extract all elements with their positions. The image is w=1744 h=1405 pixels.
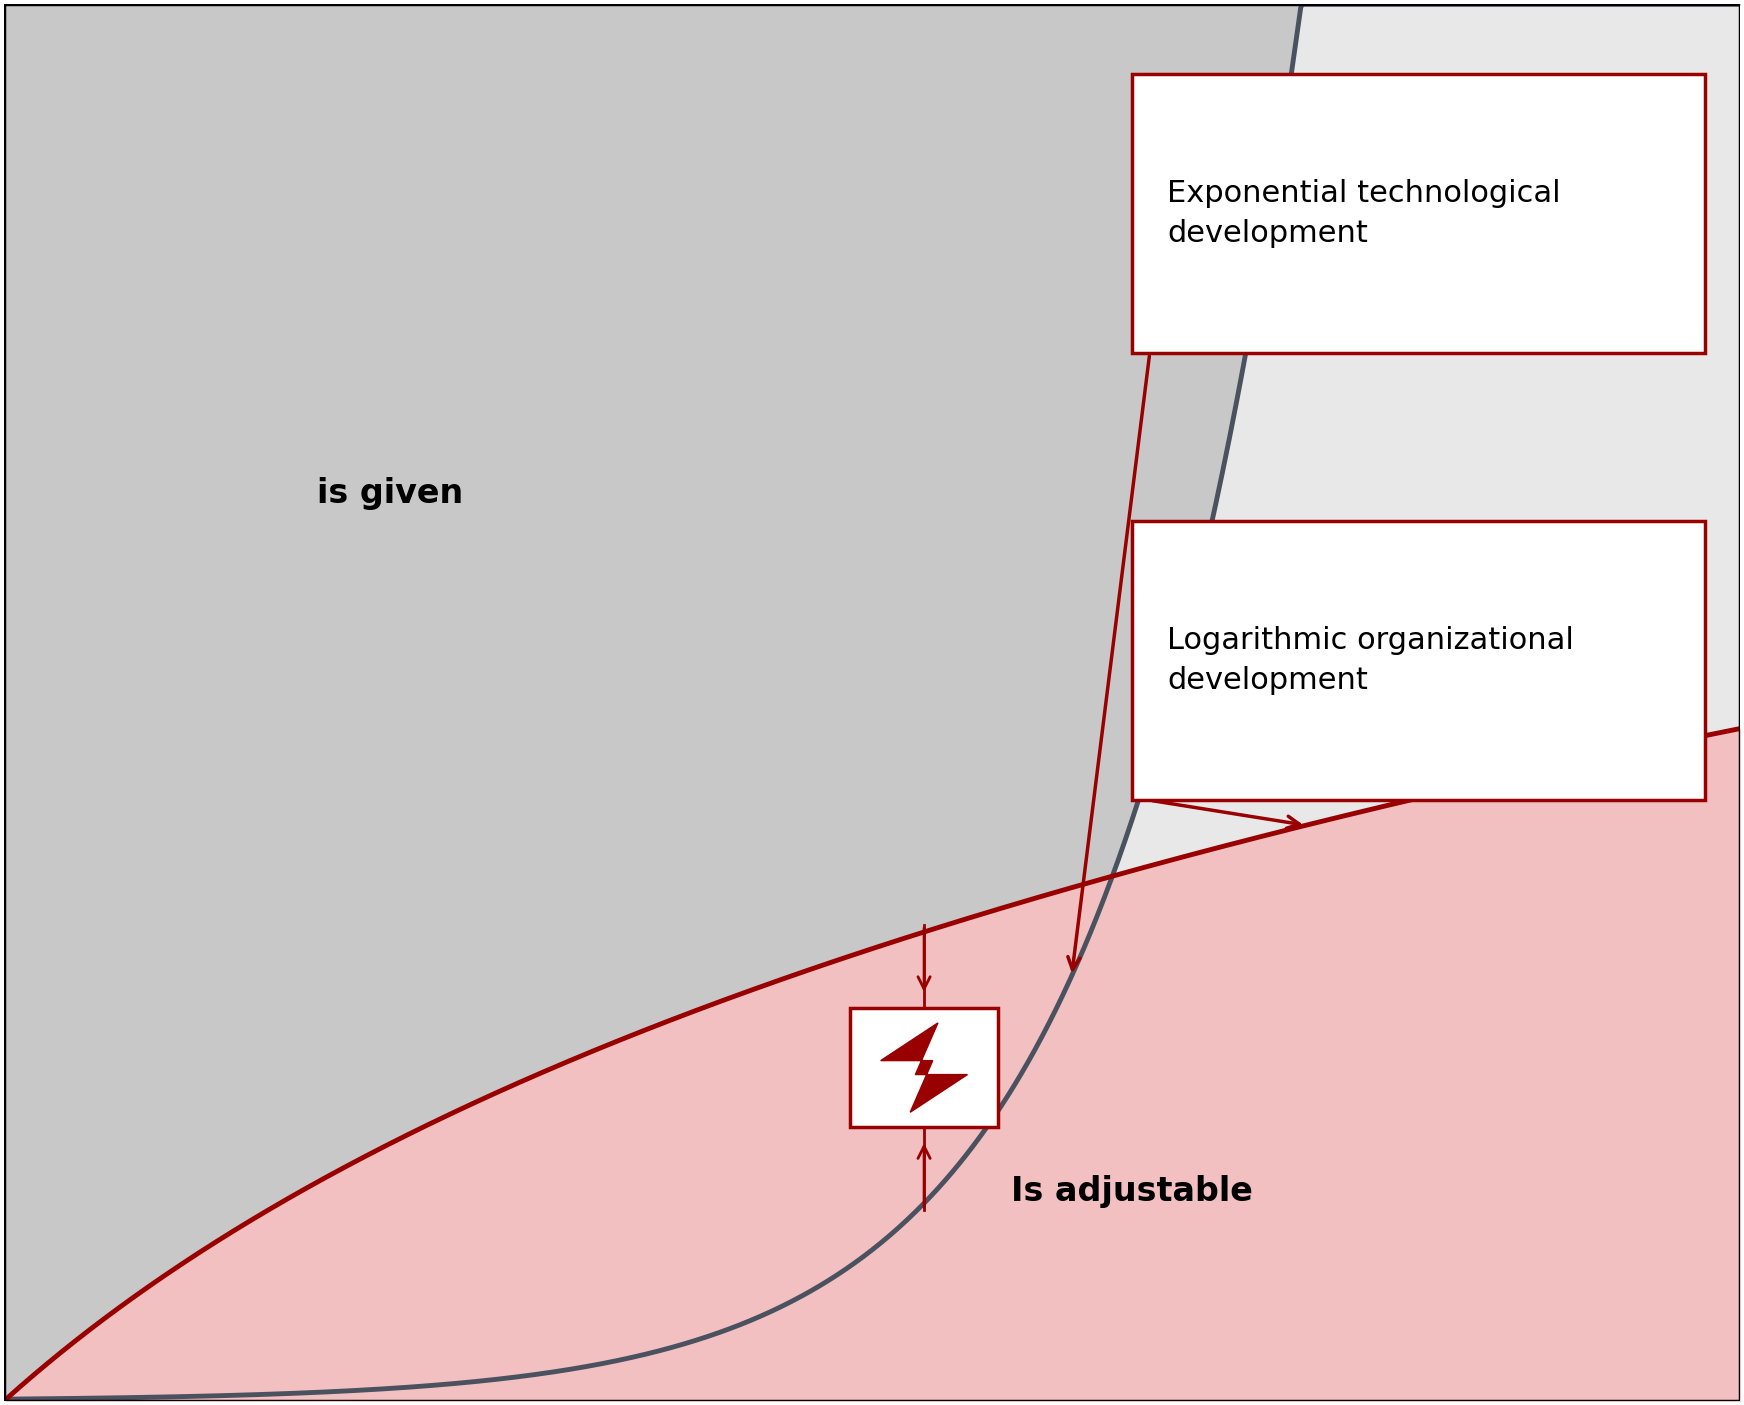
- Text: Is adjustable: Is adjustable: [1012, 1175, 1254, 1208]
- Text: is given: is given: [317, 476, 462, 510]
- FancyBboxPatch shape: [851, 1009, 998, 1127]
- FancyBboxPatch shape: [1132, 521, 1706, 801]
- Text: Exponential technological
development: Exponential technological development: [1167, 178, 1561, 249]
- FancyBboxPatch shape: [1132, 74, 1706, 353]
- Polygon shape: [881, 1023, 968, 1113]
- Text: Logarithmic organizational
development: Logarithmic organizational development: [1167, 625, 1573, 695]
